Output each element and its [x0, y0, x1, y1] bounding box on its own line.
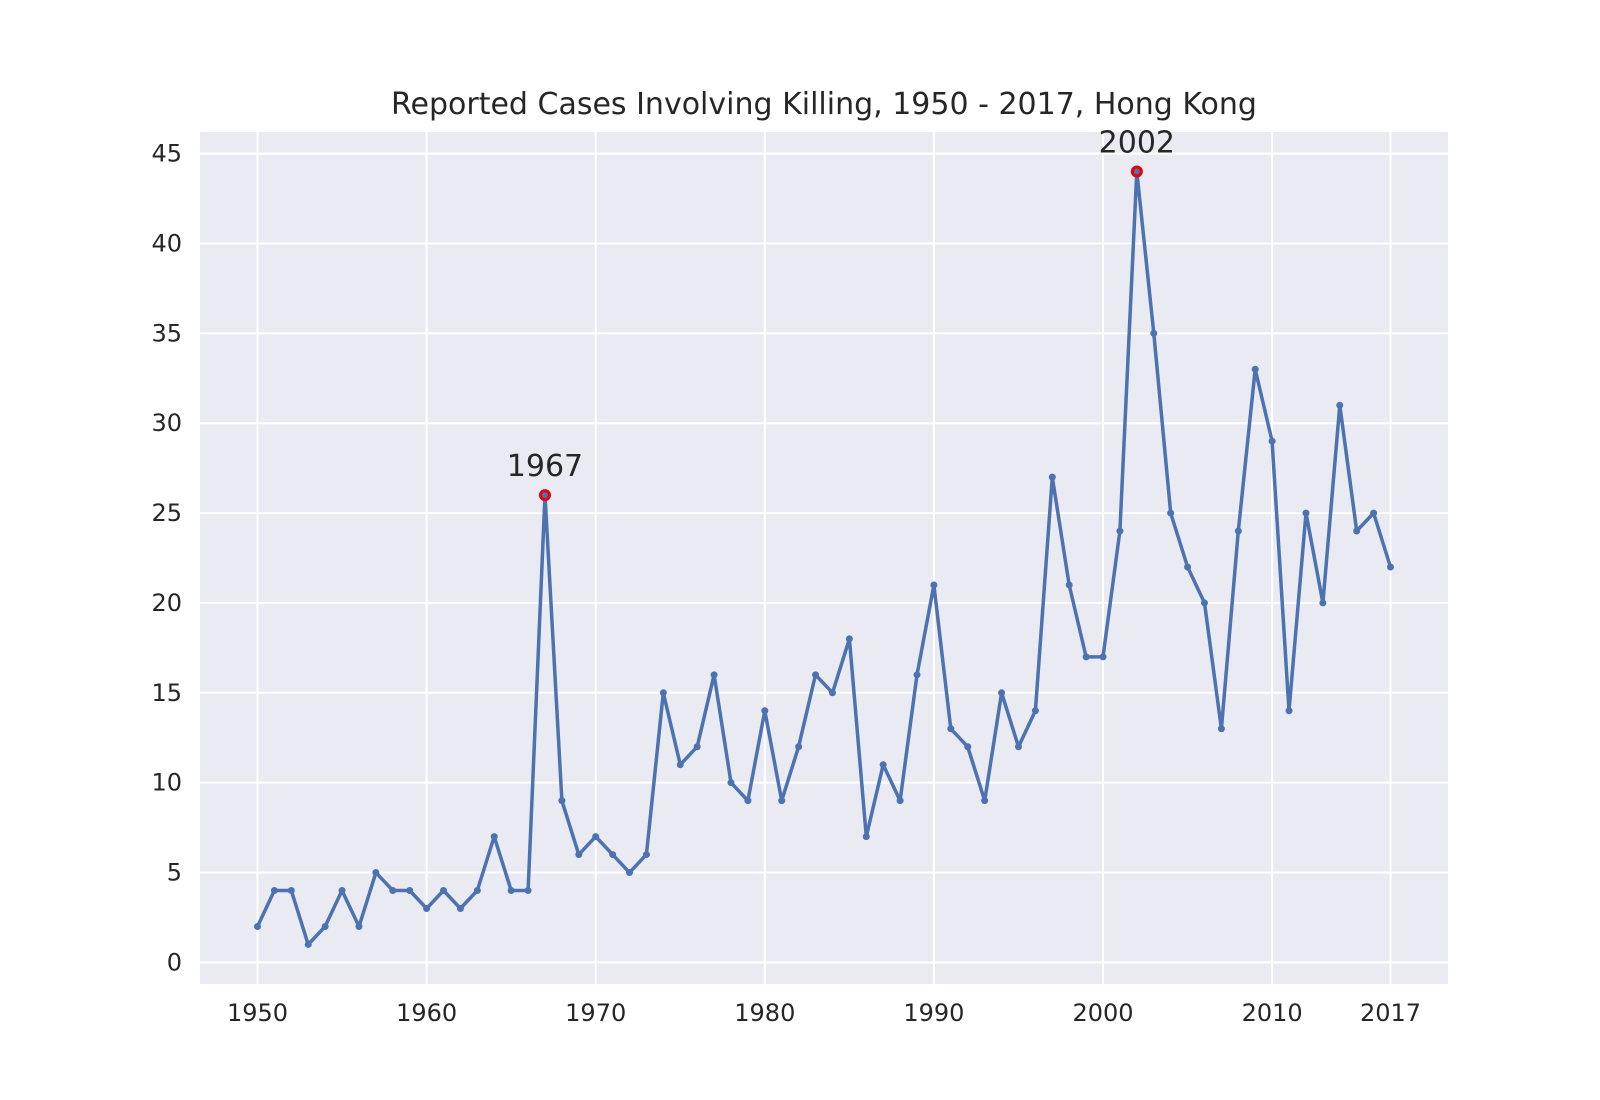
data-point	[930, 581, 938, 589]
y-tick-label: 25	[151, 499, 182, 527]
y-tick-label: 15	[151, 679, 182, 707]
x-tick-label: 1980	[734, 999, 795, 1027]
data-point	[1167, 509, 1175, 517]
highlight-point-center	[541, 492, 548, 499]
data-series	[253, 168, 1395, 948]
series-line	[255, 169, 1393, 947]
data-point	[1302, 509, 1310, 517]
data-point	[473, 887, 481, 895]
data-point	[456, 905, 464, 913]
data-point	[812, 671, 820, 679]
data-point	[862, 833, 870, 841]
data-point	[575, 851, 583, 859]
data-point	[1200, 599, 1208, 607]
data-point	[761, 707, 769, 715]
x-tick-label: 1960	[396, 999, 457, 1027]
data-point	[490, 833, 498, 841]
data-point	[659, 689, 667, 697]
data-point	[642, 851, 650, 859]
y-tick-label: 10	[151, 769, 182, 797]
data-point	[1353, 527, 1361, 535]
data-point	[372, 869, 380, 877]
plot-area	[200, 132, 1448, 984]
data-point	[321, 922, 329, 930]
x-tick-label: 1970	[565, 999, 626, 1027]
data-point	[1099, 653, 1107, 661]
data-point	[1184, 563, 1192, 571]
data-point	[1065, 581, 1073, 589]
x-tick-label: 2017	[1360, 999, 1421, 1027]
data-point	[355, 922, 363, 930]
data-point	[1370, 509, 1378, 517]
data-point	[609, 851, 617, 859]
data-point	[253, 922, 261, 930]
data-point	[778, 797, 786, 805]
data-point	[879, 761, 887, 769]
y-tick-label: 35	[151, 319, 182, 347]
highlight-label: 1967	[507, 449, 583, 484]
x-tick-label: 1950	[227, 999, 288, 1027]
x-tick-label: 1990	[903, 999, 964, 1027]
data-point	[1251, 365, 1259, 373]
data-point	[710, 671, 718, 679]
data-point	[338, 887, 346, 895]
y-tick-label: 5	[167, 859, 182, 887]
data-point	[964, 743, 972, 751]
data-point	[423, 905, 431, 913]
y-tick-label: 30	[151, 409, 182, 437]
data-point	[1031, 707, 1039, 715]
y-axis-ticks: 0 5 10 15 20 25 30 35 40 45	[151, 140, 182, 977]
data-point	[676, 761, 684, 769]
data-point	[828, 689, 836, 697]
data-point	[304, 940, 312, 948]
data-point	[592, 833, 600, 841]
data-point	[1116, 527, 1124, 535]
data-point	[1082, 653, 1090, 661]
data-point	[1268, 437, 1276, 445]
data-point	[389, 887, 397, 895]
x-tick-label: 2010	[1242, 999, 1303, 1027]
data-point	[981, 797, 989, 805]
data-point	[1234, 527, 1242, 535]
x-axis-ticks: 1950 1960 1970 1980 1990 2000 2010 2017	[227, 999, 1421, 1027]
y-tick-label: 0	[167, 948, 182, 976]
data-point	[524, 887, 532, 895]
chart-title: Reported Cases Involving Killing, 1950 -…	[391, 87, 1257, 122]
data-point	[1014, 743, 1022, 751]
data-point	[507, 887, 515, 895]
y-tick-label: 45	[151, 140, 182, 168]
data-point	[845, 635, 853, 643]
data-point	[727, 779, 735, 787]
data-point	[1048, 473, 1056, 481]
highlight-point-center	[1133, 168, 1140, 175]
data-point	[947, 725, 955, 733]
data-point	[287, 887, 295, 895]
data-point	[558, 797, 566, 805]
data-point	[795, 743, 803, 751]
data-point	[1217, 725, 1225, 733]
data-point	[270, 887, 278, 895]
data-point	[1319, 599, 1327, 607]
y-tick-label: 20	[151, 589, 182, 617]
data-point	[440, 887, 448, 895]
data-point	[896, 797, 904, 805]
data-point	[626, 869, 634, 877]
data-point	[1150, 329, 1158, 337]
highlight-label: 2002	[1099, 126, 1175, 161]
x-tick-label: 2000	[1072, 999, 1133, 1027]
data-point	[1387, 563, 1395, 571]
highlight-markers: 1967 2002	[507, 126, 1175, 502]
data-point	[913, 671, 921, 679]
y-tick-label: 40	[151, 229, 182, 257]
data-point	[406, 887, 414, 895]
data-point	[1336, 401, 1344, 409]
data-point	[693, 743, 701, 751]
data-point	[744, 797, 752, 805]
data-point	[998, 689, 1006, 697]
data-point	[1285, 707, 1293, 715]
